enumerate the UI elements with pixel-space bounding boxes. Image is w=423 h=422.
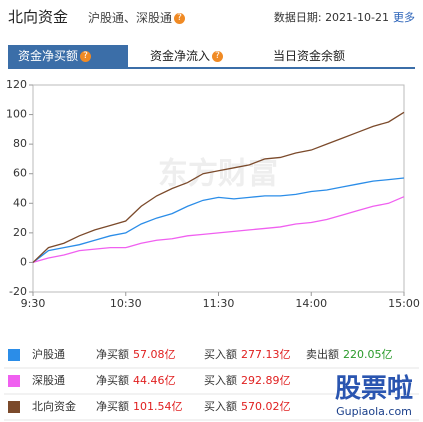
detail-value: 57.08亿 [133,348,176,361]
tab-label: 当日资金余额 [273,49,346,63]
detail-label: 买入额 [204,374,237,387]
y-tick-label: 100 [6,108,27,121]
detail-value: 101.54亿 [133,400,183,413]
y-tick-label: -20 [9,285,27,298]
date-label: 数据日期: [273,11,322,24]
detail-label: 买入额 [204,400,237,413]
tab[interactable]: 资金净买额? [8,45,128,67]
help-icon[interactable]: ? [174,13,186,24]
x-tick-label: 10:30 [110,297,142,310]
y-tick-label: 80 [13,137,27,150]
detail-value: 570.02亿 [241,400,291,413]
x-tick-label: 11:30 [203,297,235,310]
title: 北向资金 [8,8,69,26]
watermark-logo: 股票啦 [334,374,413,404]
subtitle-text: 沪股通、深股通 [88,11,173,25]
y-tick-label: 60 [13,167,27,180]
detail-value: 44.46亿 [133,374,176,387]
tab-label: 资金净买额 [18,49,79,63]
detail-value: 277.13亿 [241,348,291,361]
tab-label: 资金净流入 [150,49,211,63]
x-tick-label: 15:00 [388,297,420,310]
watermark-url: Gupiaola.com [336,405,412,418]
subtitle: 沪股通、深股通? [88,9,186,26]
header: 北向资金 沪股通、深股通? 数据日期: 2021-10-21 更多 [8,6,415,28]
series-line [32,177,405,263]
y-tick-label: 0 [20,255,27,268]
y-tick-label: 40 [13,196,27,209]
detail-value: 292.89亿 [241,374,291,387]
legend-label: 沪股通 [32,347,65,361]
legend-label: 深股通 [32,374,65,387]
date-info: 数据日期: 2021-10-21 更多 [274,9,415,25]
help-icon[interactable]: ? [212,51,224,62]
more-link[interactable]: 更多 [393,11,415,24]
help-icon[interactable]: ? [80,51,92,62]
chart-watermark: 东方财富 [158,157,278,192]
legend-swatch [8,401,20,413]
tabs: 资金净买额? 资金净流入? 当日资金余额 [8,45,415,69]
tab[interactable]: 资金净流入? [140,45,233,67]
date: 2021-10-21 [325,11,389,24]
legend-swatch [8,375,20,387]
series-line [32,111,405,263]
legend-label: 北向资金 [32,399,76,413]
x-tick-label: 9:30 [21,297,46,310]
detail-label: 净买额 [96,373,129,387]
series-line [32,196,405,264]
detail-label: 净买额 [96,399,129,413]
legend-swatch [8,349,20,361]
y-tick-label: 120 [6,78,27,91]
tab[interactable]: 当日资金余额 [263,45,355,67]
detail-value: 220.05亿 [343,348,393,361]
detail-label: 卖出额 [306,347,339,361]
x-tick-label: 14:00 [295,297,327,310]
detail-label: 买入额 [204,348,237,361]
site-watermark: 股票啦 Gupiaola.com [335,368,413,418]
detail-label: 净买额 [96,347,129,361]
y-tick-label: 20 [13,226,27,239]
